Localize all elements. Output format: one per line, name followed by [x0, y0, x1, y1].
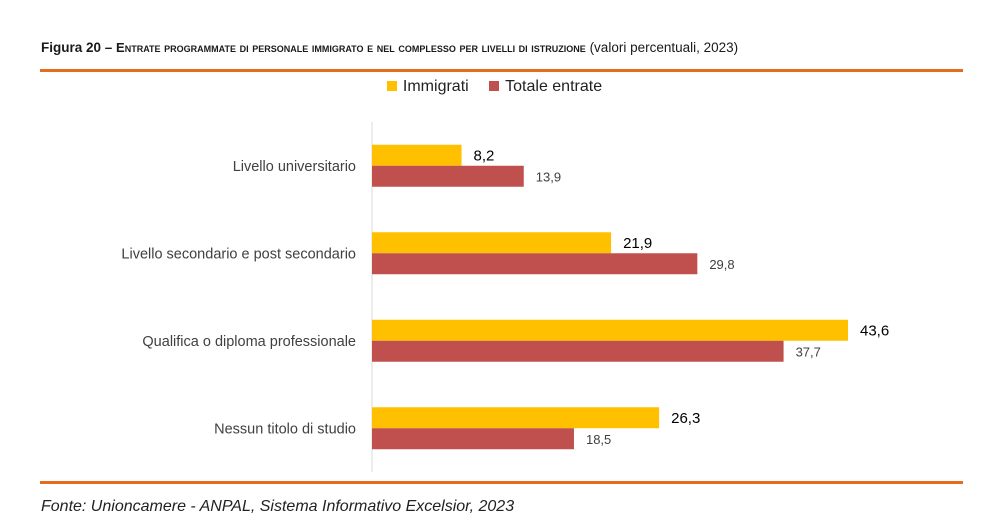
source-note: Fonte: Unioncamere - ANPAL, Sistema Info…: [41, 498, 515, 515]
bar-immigrati: [372, 407, 660, 429]
bar-totale: [372, 340, 784, 362]
data-label-totale: 13,9: [536, 169, 561, 184]
legend-swatch-totale: [489, 80, 500, 91]
data-label-immigrati: 21,9: [623, 235, 652, 252]
category-label: Nessun titolo di studio: [214, 421, 356, 437]
bar-immigrati: [372, 319, 848, 341]
top-rule: [40, 69, 963, 72]
data-label-totale: 18,5: [586, 432, 611, 447]
bar-immigrati: [372, 232, 612, 254]
legend-label-immigrati: Immigrati: [402, 78, 469, 95]
category-label: Livello secondario e post secondario: [121, 246, 356, 262]
bar-totale: [372, 165, 524, 187]
data-label-totale: 29,8: [709, 257, 734, 272]
figure-title-main: Entrate programmate di personale immigra…: [116, 40, 586, 55]
figure-title-paren: (valori percentuali, 2023): [589, 40, 739, 55]
data-label-immigrati: 43,6: [860, 322, 889, 339]
category-label: Qualifica o diploma professionale: [142, 334, 356, 350]
bar-totale: [372, 428, 574, 450]
category-label: Livello universitario: [233, 159, 356, 175]
data-label-immigrati: 26,3: [671, 410, 700, 427]
figure-number: Figura 20 –: [41, 40, 113, 55]
legend-item-immigrati: Immigrati: [386, 78, 469, 96]
figure-title: Figura 20 – Entrate programmate di perso…: [41, 40, 971, 55]
legend-item-totale: Totale entrate: [489, 78, 602, 96]
chart-legend: Immigrati Totale entrate: [0, 78, 989, 96]
bottom-rule: [40, 481, 963, 484]
legend-swatch-immigrati: [386, 80, 397, 91]
bar-immigrati: [372, 144, 462, 166]
bar-totale: [372, 253, 698, 275]
data-label-totale: 37,7: [796, 344, 821, 359]
data-label-immigrati: 8,2: [474, 147, 495, 164]
legend-label-totale: Totale entrate: [505, 78, 603, 95]
